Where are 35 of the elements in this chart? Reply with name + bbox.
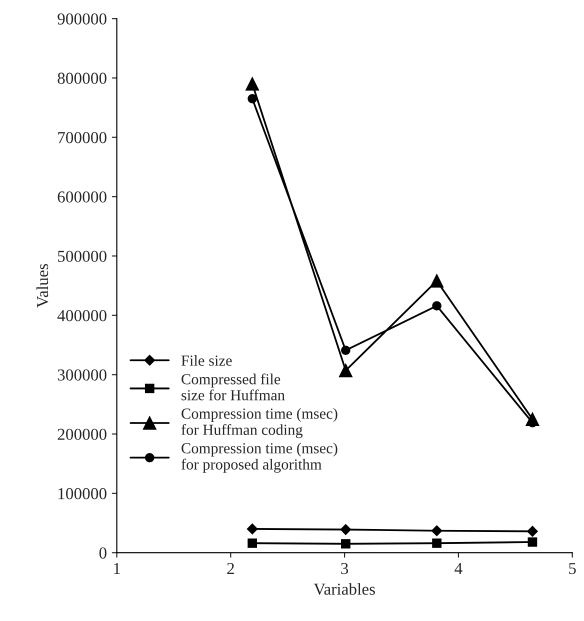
point — [432, 538, 442, 548]
x-tick-label: 4 — [454, 563, 462, 574]
y-tick-label: 900000 — [58, 13, 106, 25]
legend-label: File size — [181, 355, 232, 366]
x-tick-label: 2 — [227, 562, 234, 574]
point — [430, 274, 444, 288]
y-tick-label: 200000 — [58, 428, 106, 440]
y-tick-label: 600000 — [58, 191, 106, 203]
point — [248, 94, 258, 104]
point — [341, 346, 350, 356]
y-axis-title: Values — [36, 264, 48, 308]
point — [528, 537, 538, 547]
y-tick-label: 700000 — [58, 132, 106, 144]
y-tick-label: 500000 — [58, 250, 106, 262]
y-tick-label: 100000 — [58, 488, 106, 500]
legend-label: Compression time (msec) for proposed algorithm — [181, 442, 338, 473]
point — [340, 524, 352, 535]
legend-label: Compressed file size for Huffman — [182, 373, 285, 400]
y-tick-label: 300000 — [58, 369, 106, 381]
x-tick-label: 3 — [341, 562, 348, 574]
y-tick-label: 800000 — [58, 72, 106, 84]
y-tick-label: 0 — [99, 547, 106, 559]
x-axis-title: Variables — [314, 583, 375, 595]
point — [338, 364, 352, 378]
legend-label: Compression time (msec) for Huffman coding — [181, 408, 338, 438]
point — [527, 526, 538, 537]
point — [431, 525, 442, 536]
x-tick-label: 5 — [569, 563, 576, 574]
point — [246, 524, 258, 534]
point — [246, 77, 260, 91]
point — [248, 538, 258, 548]
point — [341, 539, 350, 548]
y-tick-label: 400000 — [57, 310, 106, 322]
point — [432, 301, 442, 311]
x-tick-label: 1 — [114, 562, 120, 574]
